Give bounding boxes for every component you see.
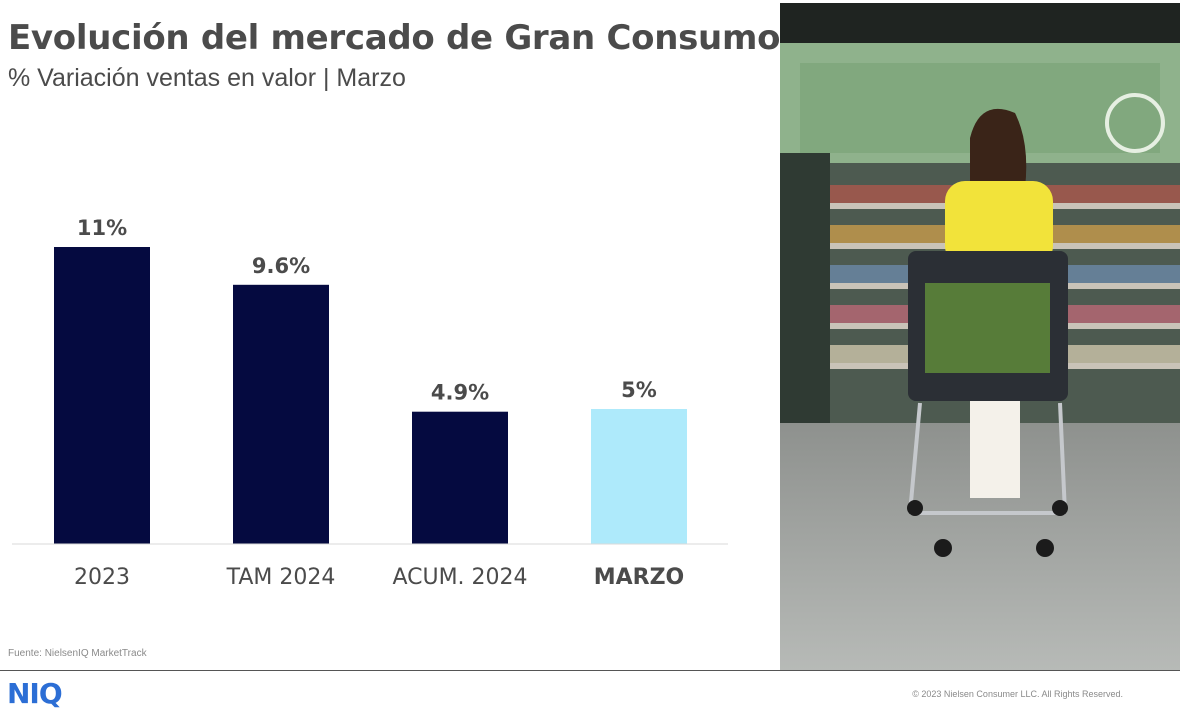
copyright-text: © 2023 Nielsen Consumer LLC. All Rights … <box>912 689 1123 699</box>
page-title: Evolución del mercado de Gran Consumo <box>8 18 781 58</box>
category-label: TAM 2024 <box>226 565 336 590</box>
supermarket-shopper-photo <box>780 3 1180 670</box>
category-label: MARZO <box>594 565 685 590</box>
category-label: 2023 <box>74 565 130 590</box>
niq-logo: NIQ <box>7 677 63 710</box>
bar-value-label: 5% <box>621 378 657 402</box>
bar-2 <box>412 411 508 544</box>
bar-1 <box>233 284 329 544</box>
bar-chart: 11% 9.6% 4.9% 5% 2023 TAM 2024 ACUM. 2024 MARZ… <box>12 216 728 590</box>
bar-3 <box>591 409 687 544</box>
bar-value-label: 9.6% <box>252 254 310 278</box>
source-note: Fuente: NielsenIQ MarketTrack <box>8 648 147 659</box>
bar-value-label: 11% <box>77 216 127 240</box>
bar-value-label: 4.9% <box>431 381 489 405</box>
category-label: ACUM. 2024 <box>392 565 527 590</box>
footer-divider <box>0 670 1180 671</box>
bar-0 <box>54 247 150 544</box>
page-subtitle: % Variación ventas en valor | Marzo <box>8 64 406 92</box>
